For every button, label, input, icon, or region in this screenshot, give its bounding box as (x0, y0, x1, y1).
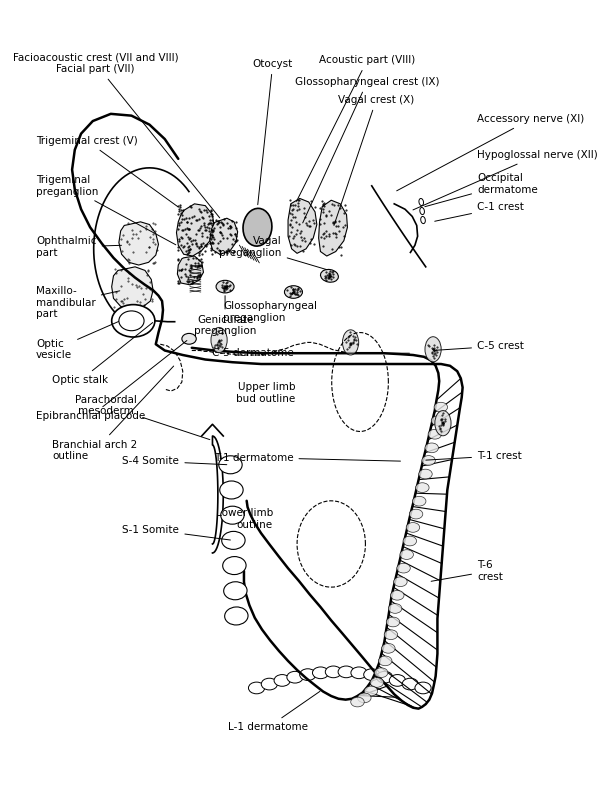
Text: Geniculate
preganglion: Geniculate preganglion (194, 296, 256, 336)
Ellipse shape (434, 402, 447, 412)
Ellipse shape (376, 671, 393, 683)
Ellipse shape (390, 590, 404, 600)
Ellipse shape (221, 506, 244, 524)
Text: Trigeminal crest (V): Trigeminal crest (V) (36, 136, 178, 206)
Ellipse shape (420, 207, 425, 214)
Text: C-1 crest: C-1 crest (435, 202, 524, 222)
Text: Epibranchial placode: Epibranchial placode (36, 341, 187, 421)
Ellipse shape (216, 280, 234, 293)
Ellipse shape (326, 666, 341, 678)
Text: Optic
vesicle: Optic vesicle (36, 320, 122, 361)
Ellipse shape (321, 270, 338, 282)
Ellipse shape (428, 430, 442, 439)
Ellipse shape (384, 630, 398, 639)
Ellipse shape (313, 667, 329, 678)
Ellipse shape (406, 522, 420, 532)
Text: Glossopharyngeal
preganglion: Glossopharyngeal preganglion (223, 301, 317, 322)
Polygon shape (176, 204, 214, 256)
Ellipse shape (357, 693, 371, 702)
Ellipse shape (419, 198, 424, 206)
Polygon shape (288, 198, 317, 254)
Ellipse shape (261, 678, 277, 690)
Ellipse shape (400, 550, 414, 559)
Ellipse shape (397, 563, 410, 573)
Text: Trigeminal
preganglion: Trigeminal preganglion (36, 175, 176, 245)
Text: C-5 dermatome: C-5 dermatome (212, 348, 409, 358)
Text: Optic stalk: Optic stalk (52, 322, 153, 386)
Ellipse shape (382, 643, 395, 653)
Ellipse shape (370, 678, 384, 687)
Ellipse shape (394, 577, 407, 586)
Text: Maxillo-
mandibular
part: Maxillo- mandibular part (36, 286, 120, 319)
Ellipse shape (274, 674, 290, 686)
Text: Branchial arch 2
outline: Branchial arch 2 outline (52, 366, 174, 461)
Text: Acoustic part (VIII): Acoustic part (VIII) (296, 55, 416, 202)
Ellipse shape (425, 337, 441, 362)
Ellipse shape (364, 686, 378, 696)
Ellipse shape (389, 603, 402, 614)
Ellipse shape (287, 671, 303, 683)
Polygon shape (319, 200, 348, 256)
Ellipse shape (351, 667, 367, 678)
Ellipse shape (343, 330, 359, 355)
Ellipse shape (222, 531, 245, 550)
Ellipse shape (425, 443, 438, 453)
Ellipse shape (119, 311, 144, 330)
Ellipse shape (285, 286, 302, 298)
Text: S-1 Somite: S-1 Somite (122, 525, 230, 540)
Ellipse shape (225, 607, 248, 625)
Text: Vagal
preganglion: Vagal preganglion (219, 236, 327, 270)
Ellipse shape (409, 510, 423, 519)
Ellipse shape (431, 416, 445, 426)
Ellipse shape (300, 669, 316, 681)
Ellipse shape (386, 617, 400, 627)
Ellipse shape (248, 682, 264, 694)
Ellipse shape (403, 536, 417, 546)
Ellipse shape (412, 496, 426, 506)
Text: Parachordal
mesoderm: Parachordal mesoderm (75, 394, 210, 440)
Text: Ophthalmic
part: Ophthalmic part (36, 236, 122, 258)
Polygon shape (210, 218, 237, 254)
Ellipse shape (378, 656, 392, 666)
Text: S-4 Somite: S-4 Somite (122, 456, 227, 466)
Ellipse shape (375, 668, 388, 678)
Text: Hypoglossal nerve (XII): Hypoglossal nerve (XII) (413, 150, 598, 210)
Ellipse shape (243, 208, 272, 246)
Text: Lower limb
outline: Lower limb outline (215, 508, 273, 530)
Ellipse shape (419, 469, 432, 479)
Text: Upper limb
bud outline: Upper limb bud outline (236, 382, 295, 404)
Ellipse shape (364, 669, 380, 681)
Ellipse shape (435, 410, 451, 436)
Text: Otocyst: Otocyst (253, 59, 293, 205)
Text: C-5 crest: C-5 crest (435, 341, 524, 351)
Text: T-1 crest: T-1 crest (426, 450, 522, 461)
Ellipse shape (415, 682, 431, 694)
Text: L-1 dermatome: L-1 dermatome (228, 691, 320, 732)
Text: T-6
crest: T-6 crest (431, 560, 503, 582)
Polygon shape (111, 267, 153, 309)
Ellipse shape (223, 557, 246, 574)
Ellipse shape (220, 481, 243, 499)
Ellipse shape (218, 456, 242, 474)
Ellipse shape (182, 334, 196, 344)
Ellipse shape (111, 305, 155, 337)
Polygon shape (119, 222, 159, 265)
Ellipse shape (338, 666, 354, 678)
Ellipse shape (416, 482, 429, 493)
Ellipse shape (420, 217, 425, 223)
Ellipse shape (422, 456, 435, 466)
Ellipse shape (351, 697, 364, 707)
Text: Vagal crest (X): Vagal crest (X) (334, 95, 414, 226)
Ellipse shape (402, 678, 419, 690)
Text: T-1 dermatome: T-1 dermatome (214, 453, 400, 462)
Text: Occipital
dermatome: Occipital dermatome (425, 174, 538, 206)
Polygon shape (177, 256, 203, 285)
Ellipse shape (223, 582, 247, 600)
Text: Facioacoustic crest (VII and VIII)
Facial part (VII): Facioacoustic crest (VII and VIII) Facia… (13, 53, 220, 218)
Ellipse shape (389, 674, 406, 686)
Text: Glossopharyngeal crest (IX): Glossopharyngeal crest (IX) (295, 77, 439, 223)
Text: Accessory nerve (XI): Accessory nerve (XI) (397, 114, 584, 191)
Ellipse shape (211, 327, 227, 353)
